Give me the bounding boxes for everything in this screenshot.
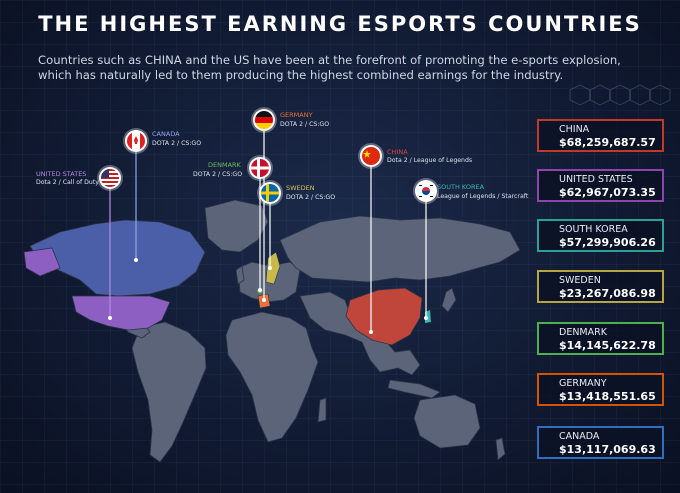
ranking-card[interactable]: CHINA $68,259,687.57 (537, 119, 664, 152)
pin-ends (108, 258, 428, 334)
pin-label-germany-country: GERMANY (280, 111, 313, 119)
ranking-country: SWEDEN (559, 275, 601, 286)
ranking-country: CANADA (559, 431, 600, 442)
pin-label-sweden-country: SWEDEN (286, 184, 315, 192)
pin-label-denmark-games: DOTA 2 / CS:GO (193, 171, 243, 178)
sweden-flag-icon[interactable] (259, 182, 281, 204)
ranking-amount: $13,418,551.65 (559, 390, 656, 403)
ranking-amount: $14,145,622.78 (559, 339, 656, 352)
pin-label-us-country: UNITED STATES (36, 170, 87, 178)
pin-label-south-korea-country: SOUTH KOREA (437, 183, 485, 191)
china-flag-icon[interactable] (360, 145, 382, 167)
pin-label-sweden-games: DOTA 2 / CS:GO (286, 194, 336, 201)
alaska-region (23, 247, 61, 277)
page-title: THE HIGHEST EARNING ESPORTS COUNTRIES (38, 12, 642, 36)
south-korea-flag-icon[interactable] (415, 180, 437, 202)
pin-label-denmark-country: DENMARK (208, 161, 241, 169)
pin-label-canada-games: DOTA 2 / CS:GO (152, 140, 202, 147)
germany-flag-icon[interactable] (253, 109, 275, 131)
ranking-country: SOUTH KOREA (559, 224, 628, 235)
pin-label-us-games: Dota 2 / Call of Duty (36, 179, 99, 186)
denmark-flag-icon[interactable] (249, 157, 271, 179)
pin-label-germany-games: DOTA 2 / CS:GO (280, 121, 330, 128)
ranking-card[interactable]: SOUTH KOREA $57,299,906.26 (537, 219, 664, 252)
pin-label-china-country: CHINA (387, 148, 408, 156)
ranking-amount: $57,299,906.26 (559, 236, 656, 249)
us-flag-icon[interactable] (99, 167, 121, 189)
ranking-amount: $68,259,687.57 (559, 136, 656, 149)
canada-flag-icon[interactable] (125, 130, 147, 152)
ranking-country: UNITED STATES (559, 174, 633, 185)
ranking-card[interactable]: SWEDEN $23,267,086.98 (537, 270, 664, 303)
ranking-card[interactable]: DENMARK $14,145,622.78 (537, 322, 664, 355)
pin-label-china-games: Dota 2 / League of Legends (387, 157, 473, 164)
ranking-card[interactable]: GERMANY $13,418,551.65 (537, 373, 664, 406)
pin-lines (109, 128, 427, 332)
ranking-country: DENMARK (559, 327, 607, 338)
usa-region (71, 295, 171, 331)
page-subtitle: Countries such as CHINA and the US have … (38, 53, 621, 82)
ranking-country: CHINA (559, 124, 590, 135)
landmass (117, 199, 521, 463)
ranking-card[interactable]: CANADA $13,117,069.63 (537, 426, 664, 459)
hex-decoration (569, 84, 671, 106)
pin-label-south-korea-games: League of Legends / Starcraft (437, 193, 529, 200)
ranking-card[interactable]: UNITED STATES $62,967,073.35 (537, 169, 664, 202)
ranking-amount: $62,967,073.35 (559, 186, 656, 199)
pin-label-canada-country: CANADA (152, 130, 180, 138)
ranking-amount: $13,117,069.63 (559, 443, 656, 456)
china-region (345, 287, 423, 346)
ranking-amount: $23,267,086.98 (559, 287, 656, 300)
ranking-country: GERMANY (559, 378, 607, 389)
